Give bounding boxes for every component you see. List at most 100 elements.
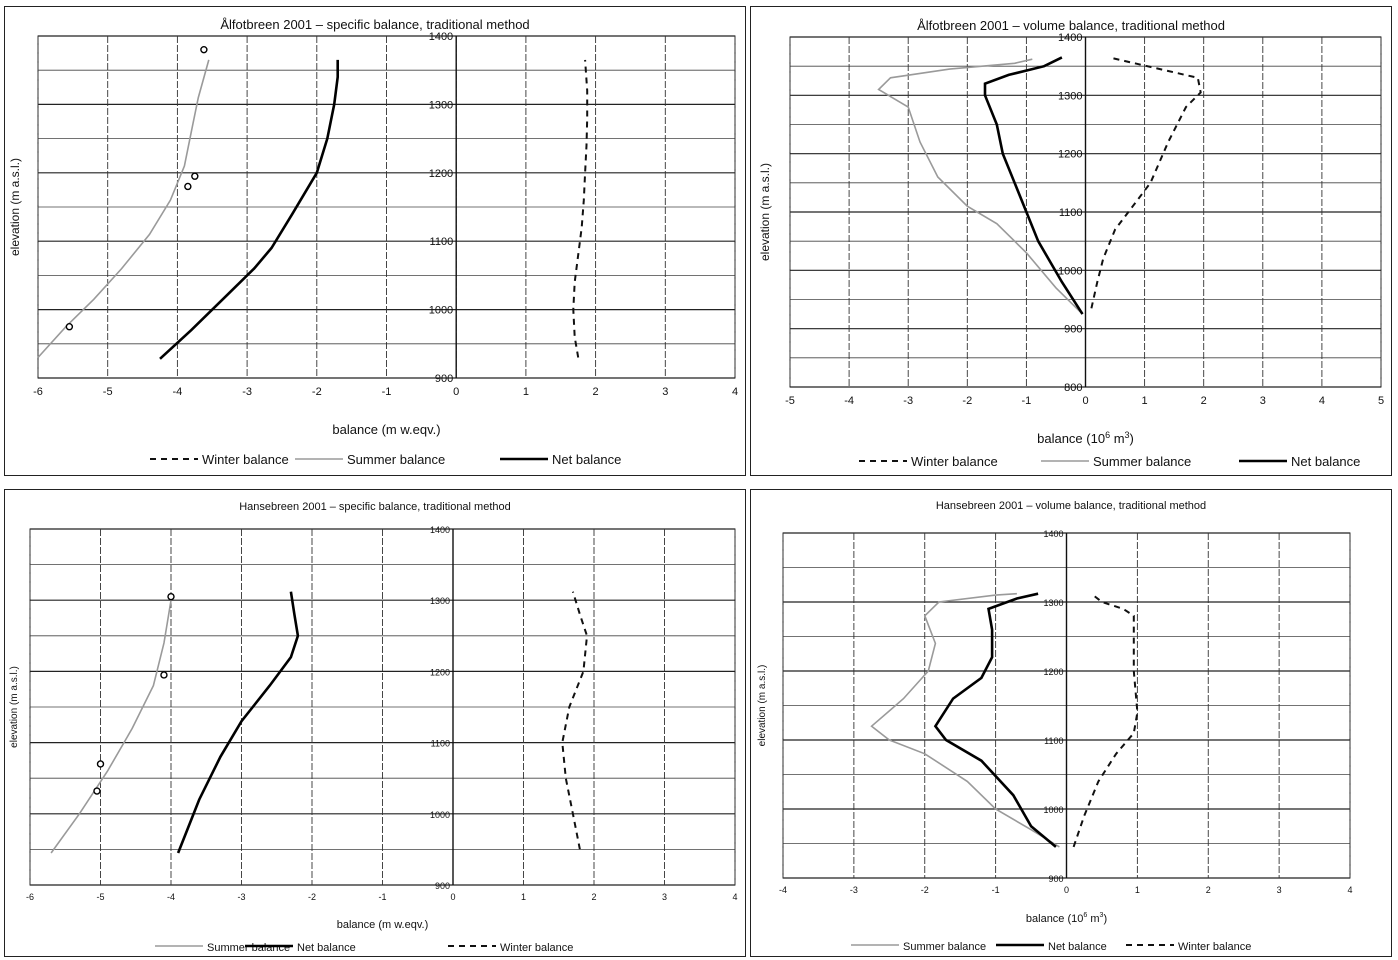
series-line-winter-balance bbox=[1072, 592, 1139, 848]
x-tick-label: -4 bbox=[167, 892, 175, 902]
x-tick-label: 4 bbox=[1347, 885, 1352, 895]
chart-panel-alfotbreen-specific: Ålfotbreen 2001 – specific balance, trad… bbox=[4, 6, 746, 476]
y-tick-label: 1400 bbox=[1043, 529, 1063, 539]
data-point-marker bbox=[160, 671, 168, 679]
y-tick-label: 1400 bbox=[1058, 32, 1082, 44]
x-tick-label: -6 bbox=[26, 892, 34, 902]
series-line-summer-balance bbox=[37, 59, 210, 359]
x-tick-label: 0 bbox=[453, 386, 459, 398]
x-tick-label: 1 bbox=[1135, 885, 1140, 895]
legend-label-winter-balance: Winter balance bbox=[911, 454, 998, 469]
data-point-marker bbox=[167, 592, 175, 601]
chart-svg: Hansebreen 2001 – specific balance, trad… bbox=[9, 501, 738, 954]
legend-label-winter-balance: Winter balance bbox=[202, 452, 289, 467]
x-axis-label: balance (106 m3) bbox=[1037, 430, 1134, 446]
y-tick-label: 900 bbox=[1064, 324, 1082, 336]
legend-label-summer-balance: Summer balance bbox=[347, 452, 445, 467]
x-tick-label: -4 bbox=[173, 386, 183, 398]
chart-svg: Ålfotbreen 2001 – volume balance, tradit… bbox=[758, 18, 1384, 469]
chart-panel-hansebreen-volume: Hansebreen 2001 – volume balance, tradit… bbox=[750, 489, 1392, 957]
x-tick-label: 3 bbox=[1277, 885, 1282, 895]
x-tick-label: 5 bbox=[1378, 395, 1384, 407]
x-tick-label: 4 bbox=[732, 386, 738, 398]
series-line-net-balance bbox=[933, 592, 1057, 848]
y-tick-label: 800 bbox=[1064, 382, 1082, 394]
x-tick-label: 0 bbox=[1064, 885, 1069, 895]
x-axis-label: balance (m w.eqv.) bbox=[332, 422, 440, 437]
x-tick-label: 4 bbox=[732, 892, 737, 902]
legend-label-net-balance: Net balance bbox=[1048, 941, 1107, 953]
chart-title: Ålfotbreen 2001 – specific balance, trad… bbox=[220, 17, 529, 32]
x-tick-label: -3 bbox=[242, 386, 252, 398]
y-tick-label: 900 bbox=[435, 373, 453, 385]
x-tick-label: -5 bbox=[785, 395, 795, 407]
x-tick-label: 1 bbox=[523, 386, 529, 398]
series-line-summer-balance bbox=[870, 592, 1060, 848]
x-tick-label: -2 bbox=[962, 395, 972, 407]
x-tick-label: -2 bbox=[921, 885, 929, 895]
y-tick-label: 1400 bbox=[430, 525, 450, 535]
x-tick-label: -4 bbox=[844, 395, 854, 407]
y-tick-label: 1300 bbox=[1058, 90, 1082, 102]
y-axis-label: elevation (m a.s.l.) bbox=[8, 158, 22, 256]
x-tick-label: -2 bbox=[312, 386, 322, 398]
legend-label-net-balance: Net balance bbox=[552, 452, 621, 467]
legend-label-winter-balance: Winter balance bbox=[500, 942, 573, 954]
data-point-marker bbox=[96, 760, 105, 768]
chart-title: Ålfotbreen 2001 – volume balance, tradit… bbox=[917, 18, 1225, 33]
y-tick-label: 1100 bbox=[430, 236, 454, 248]
x-tick-label: 4 bbox=[1319, 395, 1325, 407]
legend-label-winter-balance: Winter balance bbox=[1178, 941, 1251, 953]
data-point-marker bbox=[184, 182, 192, 191]
y-tick-label: 1000 bbox=[1058, 265, 1082, 277]
data-point-marker bbox=[93, 787, 101, 795]
chart-title: Hansebreen 2001 – volume balance, tradit… bbox=[936, 500, 1206, 512]
y-tick-label: 900 bbox=[435, 881, 450, 891]
x-tick-label: -1 bbox=[378, 892, 386, 902]
series-line-winter-balance bbox=[561, 591, 589, 850]
legend-label-net-balance: Net balance bbox=[1291, 454, 1360, 469]
x-tick-label: -4 bbox=[779, 885, 787, 895]
chart-panel-hansebreen-specific: Hansebreen 2001 – specific balance, trad… bbox=[4, 489, 746, 957]
y-tick-label: 1300 bbox=[1043, 598, 1063, 608]
y-tick-label: 1000 bbox=[1043, 805, 1063, 815]
x-tick-label: -1 bbox=[382, 386, 392, 398]
y-tick-label: 1000 bbox=[430, 810, 450, 820]
series-line-net-balance bbox=[176, 591, 300, 854]
chart-title: Hansebreen 2001 – specific balance, trad… bbox=[239, 501, 511, 513]
series-line-net-balance bbox=[983, 56, 1084, 315]
x-tick-label: -1 bbox=[1022, 395, 1032, 407]
x-tick-label: -3 bbox=[903, 395, 913, 407]
legend-label-net-balance: Net balance bbox=[297, 942, 356, 954]
y-tick-label: 1300 bbox=[429, 99, 453, 111]
legend-label-summer-balance: Summer balance bbox=[903, 941, 986, 953]
legend-label-summer-balance: Summer balance bbox=[1093, 454, 1191, 469]
y-tick-label: 900 bbox=[1048, 874, 1063, 884]
x-tick-label: 0 bbox=[1082, 395, 1088, 407]
x-tick-label: -2 bbox=[308, 892, 316, 902]
x-tick-label: -3 bbox=[850, 885, 858, 895]
y-axis-label: elevation (m a.s.l.) bbox=[757, 665, 768, 747]
x-tick-label: 3 bbox=[662, 386, 668, 398]
y-tick-label: 1300 bbox=[430, 596, 450, 606]
chart-svg: Ålfotbreen 2001 – specific balance, trad… bbox=[8, 17, 738, 467]
x-tick-label: -3 bbox=[237, 892, 245, 902]
x-axis-label: balance (m w.eqv.) bbox=[337, 919, 429, 931]
chart-svg: Hansebreen 2001 – volume balance, tradit… bbox=[757, 500, 1353, 953]
x-tick-label: 3 bbox=[1260, 395, 1266, 407]
x-tick-label: 2 bbox=[591, 892, 596, 902]
x-tick-label: 2 bbox=[593, 386, 599, 398]
y-axis-label: elevation (m a.s.l.) bbox=[758, 163, 772, 261]
x-tick-label: 3 bbox=[662, 892, 667, 902]
y-tick-label: 1100 bbox=[1059, 207, 1083, 219]
data-point-marker bbox=[191, 172, 199, 180]
x-tick-label: -1 bbox=[992, 885, 1000, 895]
y-tick-label: 1200 bbox=[1043, 667, 1063, 677]
y-tick-label: 1200 bbox=[430, 667, 450, 677]
y-tick-label: 1400 bbox=[429, 31, 453, 43]
x-tick-label: 1 bbox=[1142, 395, 1148, 407]
x-tick-label: -6 bbox=[33, 386, 43, 398]
y-tick-label: 1200 bbox=[1058, 149, 1082, 161]
x-tick-label: 0 bbox=[450, 892, 455, 902]
x-axis-label: balance (106 m3) bbox=[1026, 912, 1107, 925]
